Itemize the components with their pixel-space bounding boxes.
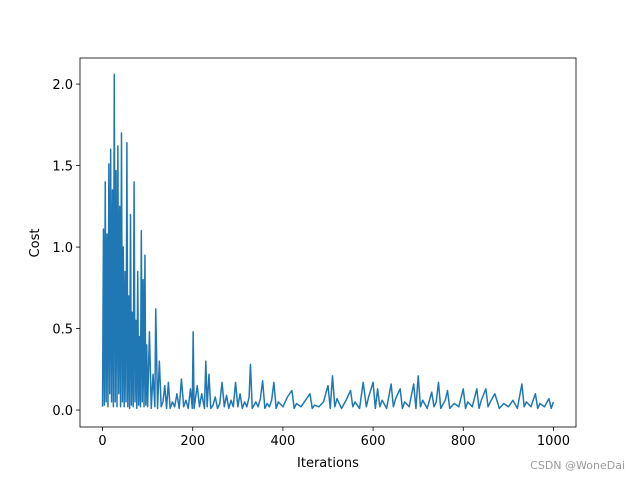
y-tick-label: 1.5 — [52, 160, 73, 175]
x-tick-label: 0 — [98, 434, 106, 449]
x-tick-label: 1000 — [537, 434, 570, 449]
y-tick-label: 2.0 — [52, 78, 73, 93]
x-tick-label: 600 — [361, 434, 386, 449]
x-axis-label: Iterations — [297, 456, 359, 471]
x-tick-label: 200 — [180, 434, 205, 449]
y-tick-label: 0.5 — [52, 323, 73, 338]
watermark: CSDN @WoneDai — [530, 459, 625, 472]
axes-frame — [79, 57, 577, 428]
line — [101, 73, 555, 410]
y-tick-label: 1.0 — [52, 241, 73, 256]
y-tick-label: 0.0 — [52, 404, 73, 419]
x-tick-label: 400 — [270, 434, 295, 449]
y-axis-label: Cost — [28, 229, 43, 258]
x-tick-label: 800 — [451, 434, 476, 449]
